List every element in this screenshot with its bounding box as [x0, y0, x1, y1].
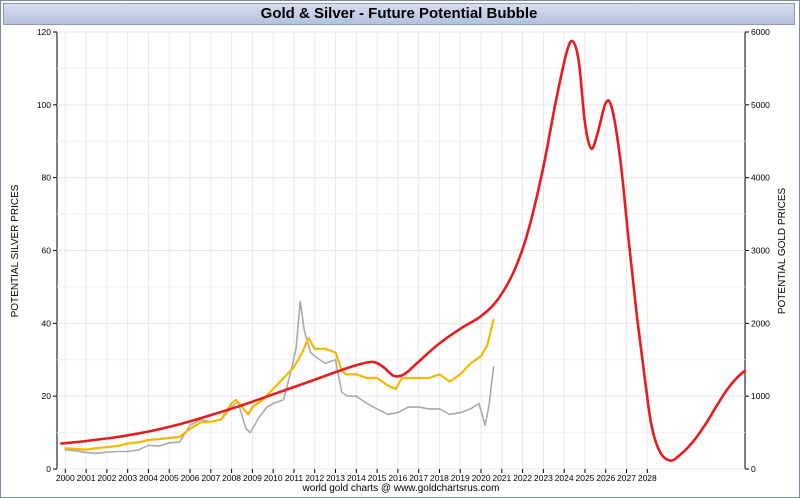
- x-tick-label: 2023: [534, 473, 553, 483]
- x-tick-label: 2003: [118, 473, 137, 483]
- gold-line: [64, 318, 495, 451]
- x-tick-label: 2012: [305, 473, 324, 483]
- right-axis-ticks: 0 1000 2000 3000 4000 5000 6000: [745, 27, 770, 474]
- x-tick-label: 2018: [430, 473, 449, 483]
- chart-title-bar: Gold & Silver - Future Potential Bubble: [3, 3, 795, 25]
- left-tick-label: 60: [42, 246, 52, 256]
- x-tick-label: 2020: [472, 473, 491, 483]
- x-tick-label: 2013: [326, 473, 345, 483]
- x-tick-label: 2007: [201, 473, 220, 483]
- x-tick-label: 2027: [617, 473, 636, 483]
- x-tick-label: 2021: [492, 473, 511, 483]
- x-tick-label: 2019: [451, 473, 470, 483]
- chart-footer: world gold charts @ www.goldchartsrus.co…: [302, 483, 500, 494]
- left-axis-ticks: 0 20 40 60 80 100 120: [37, 27, 57, 474]
- right-tick-label: 5000: [751, 100, 770, 110]
- left-tick-label: 0: [46, 464, 51, 474]
- y-right-axis-title: POTENTIAL GOLD PRICES: [777, 188, 788, 315]
- left-tick-label: 120: [37, 27, 51, 37]
- x-tick-label: 2028: [638, 473, 657, 483]
- x-tick-label: 2015: [368, 473, 387, 483]
- silver-line: [64, 300, 495, 455]
- right-tick-label: 6000: [751, 27, 770, 37]
- x-tick-label: 2004: [139, 473, 158, 483]
- left-tick-label: 80: [42, 173, 52, 183]
- right-tick-label: 3000: [751, 246, 770, 256]
- right-tick-label: 2000: [751, 318, 770, 328]
- right-tick-label: 4000: [751, 173, 770, 183]
- x-tick-label: 2014: [347, 473, 366, 483]
- right-tick-label: 1000: [751, 391, 770, 401]
- x-tick-label: 2026: [596, 473, 615, 483]
- left-tick-label: 40: [42, 318, 52, 328]
- x-tick-label: 2005: [160, 473, 179, 483]
- x-tick-label: 2010: [264, 473, 283, 483]
- x-tick-label: 2024: [555, 473, 574, 483]
- chart-title: Gold & Silver - Future Potential Bubble: [260, 5, 538, 22]
- series-layer: [59, 39, 747, 462]
- left-tick-label: 20: [42, 391, 52, 401]
- x-tick-label: 2000: [56, 473, 75, 483]
- x-tick-label: 2001: [77, 473, 96, 483]
- x-tick-label: 2022: [513, 473, 532, 483]
- gridlines: [57, 31, 745, 470]
- x-tick-label: 2025: [575, 473, 594, 483]
- x-axis-ticks: 2000 2001 2002 2003 2004 2005 2006 2007 2008 2009…: [56, 469, 657, 483]
- x-tick-label: 2008: [222, 473, 241, 483]
- x-tick-label: 2016: [388, 473, 407, 483]
- x-tick-label: 2002: [97, 473, 116, 483]
- x-tick-label: 2011: [285, 473, 304, 483]
- right-tick-label: 0: [751, 464, 756, 474]
- x-tick-label: 2009: [243, 473, 262, 483]
- x-tick-label: 2006: [181, 473, 200, 483]
- left-tick-label: 100: [37, 100, 51, 110]
- projection-line: [59, 39, 747, 462]
- x-tick-label: 2017: [409, 473, 428, 483]
- y-left-axis-title: POTENTIAL SILVER PRICES: [10, 184, 21, 317]
